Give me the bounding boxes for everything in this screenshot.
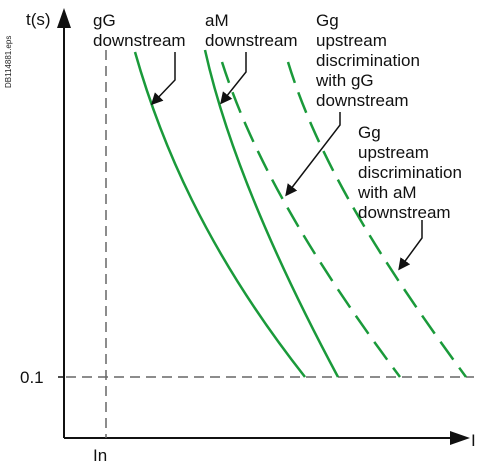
x-tick-label: In — [93, 446, 107, 464]
svg-text:discrimination: discrimination — [316, 51, 420, 70]
leader-arrows — [150, 52, 423, 271]
curve-gg-upstream-with-gG — [220, 61, 402, 378]
svg-text:upstream: upstream — [358, 143, 429, 162]
reference-code: DB114881.eps — [4, 36, 13, 88]
curve-gG-downstream — [133, 51, 306, 378]
guide-lines: 0.1 In — [20, 50, 474, 464]
curves — [133, 49, 468, 378]
svg-text:downstream: downstream — [205, 31, 298, 50]
svg-text:gG: gG — [93, 11, 116, 30]
y-axis-label: t(s) — [26, 10, 51, 29]
label-gg-upstream-with-aM: Gg upstream discrimination with aM downs… — [357, 123, 462, 222]
svg-text:discrimination: discrimination — [358, 163, 462, 182]
curve-aM-downstream — [203, 49, 340, 378]
svg-text:aM: aM — [205, 11, 229, 30]
svg-text:with gG: with gG — [315, 71, 374, 90]
y-tick-label: 0.1 — [20, 368, 44, 387]
svg-text:upstream: upstream — [316, 31, 387, 50]
curve-gg-upstream-with-aM — [286, 61, 468, 378]
arrow-aM-downstream — [220, 52, 247, 105]
x-axis-arrowhead — [450, 431, 470, 445]
x-axis-label: I — [471, 431, 476, 450]
y-axis-arrowhead — [57, 8, 71, 28]
label-gG-downstream: gG downstream — [93, 11, 186, 50]
svg-text:with aM: with aM — [357, 183, 417, 202]
arrow-gg-upstream-with-aM — [398, 220, 423, 271]
axes: t(s) I — [26, 8, 476, 450]
label-gg-upstream-with-gG: Gg upstream discrimination with gG downs… — [315, 11, 420, 110]
svg-text:Gg: Gg — [316, 11, 339, 30]
svg-text:downstream: downstream — [93, 31, 186, 50]
svg-text:Gg: Gg — [358, 123, 381, 142]
arrow-gg-upstream-with-gG — [285, 112, 341, 197]
svg-text:downstream: downstream — [316, 91, 409, 110]
label-aM-downstream: aM downstream — [205, 11, 298, 50]
svg-text:downstream: downstream — [358, 203, 451, 222]
arrow-gG-downstream — [150, 52, 176, 106]
